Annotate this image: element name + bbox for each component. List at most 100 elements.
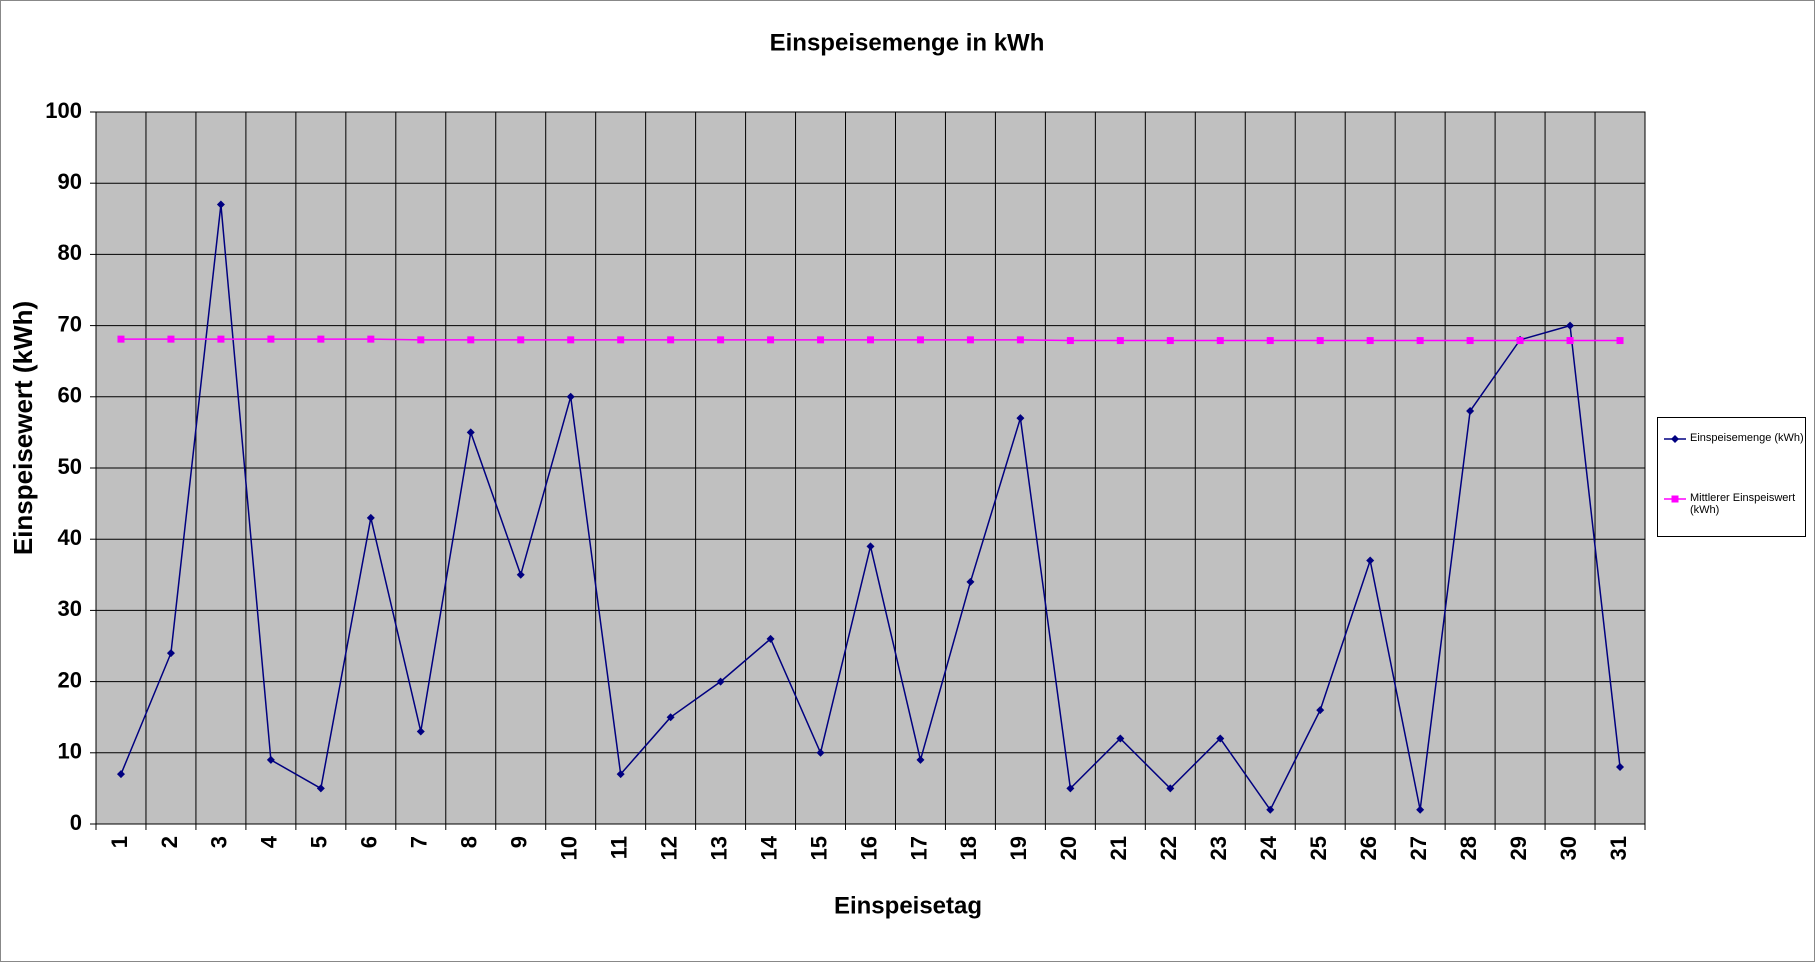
point (1416, 337, 1424, 345)
y-tick-label: 10 (58, 739, 82, 764)
point (767, 336, 775, 344)
point (866, 542, 875, 551)
point (166, 649, 175, 658)
legend-marker (1671, 435, 1679, 443)
point (766, 634, 775, 643)
point (1566, 321, 1575, 330)
point (1566, 337, 1574, 345)
x-tick-label: 16 (856, 836, 881, 860)
chart-title: Einspeisemenge in kWh (770, 29, 1045, 56)
point (516, 570, 525, 579)
point (1266, 337, 1274, 345)
point (916, 336, 924, 344)
x-tick-label: 24 (1256, 835, 1281, 860)
point (466, 428, 475, 437)
point (1366, 337, 1374, 345)
point (417, 336, 425, 344)
x-tick-label: 17 (906, 836, 931, 860)
x-tick-label: 30 (1556, 836, 1581, 860)
x-tick-label: 18 (956, 836, 981, 860)
x-tick-label: 26 (1356, 836, 1381, 860)
y-tick-label: 90 (58, 169, 82, 194)
point (717, 336, 725, 344)
point (1366, 556, 1375, 565)
x-tick-label: 22 (1156, 836, 1181, 860)
point (916, 755, 925, 764)
point (117, 335, 125, 343)
x-tick-label: 6 (357, 836, 382, 848)
x-tick-label: 2 (157, 836, 182, 848)
x-tick-label: 19 (1006, 836, 1031, 860)
x-tick-label: 8 (457, 836, 482, 848)
legend-item: Mittlerer Einspeiswert (kWh) (1664, 492, 1804, 516)
point (1516, 337, 1524, 345)
point (1066, 337, 1074, 345)
point (266, 755, 275, 764)
point (817, 336, 825, 344)
x-tick-label: 23 (1206, 836, 1231, 860)
point (1316, 337, 1324, 345)
point (566, 392, 575, 401)
x-tick-label: 10 (557, 836, 582, 860)
point (1116, 734, 1125, 743)
x-tick-label: 4 (257, 835, 282, 848)
point (167, 335, 175, 343)
x-tick-label: 9 (507, 836, 532, 848)
point (816, 748, 825, 757)
y-tick-label: 30 (58, 596, 82, 621)
y-tick-label: 0 (70, 810, 82, 835)
legend-swatch (1664, 495, 1686, 503)
y-tick-label: 60 (58, 383, 82, 408)
x-tick-label: 14 (756, 835, 781, 860)
x-axis-title: Einspeisetag (834, 892, 982, 919)
point (1316, 706, 1325, 715)
legend-swatch (1664, 435, 1686, 443)
point (667, 336, 675, 344)
point (367, 335, 375, 343)
point (1166, 337, 1174, 345)
x-tick-label: 7 (407, 836, 432, 848)
point (366, 513, 375, 522)
point (317, 335, 325, 343)
x-tick-label: 21 (1106, 836, 1131, 860)
point (267, 335, 275, 343)
x-tick-label: 20 (1056, 836, 1081, 860)
x-tick-label: 12 (656, 836, 681, 860)
point (617, 336, 625, 344)
x-tick-label: 11 (606, 836, 631, 859)
x-tick-label: 25 (1306, 836, 1331, 860)
point (316, 784, 325, 793)
point (716, 677, 725, 686)
legend-marker (1671, 495, 1679, 503)
point (567, 336, 575, 344)
legend-label: Einspeisemenge (kWh) (1690, 432, 1804, 444)
y-axis-title: Einspeisewert (kWh) (8, 301, 38, 555)
point (1016, 336, 1024, 344)
legend-item: Einspeisemenge (kWh) (1664, 432, 1804, 444)
x-tick-label: 28 (1456, 836, 1481, 860)
point (517, 336, 525, 344)
y-tick-label: 20 (58, 667, 82, 692)
x-tick-label: 27 (1406, 836, 1431, 860)
y-tick-label: 80 (58, 240, 82, 265)
point (1016, 414, 1025, 423)
point (966, 577, 975, 586)
legend-label: Mittlerer Einspeiswert (kWh) (1690, 492, 1796, 516)
point (1416, 805, 1425, 814)
point (1466, 337, 1474, 345)
point (867, 336, 874, 344)
point (616, 770, 625, 779)
point (1066, 784, 1075, 793)
point (1466, 407, 1475, 416)
point (217, 335, 225, 343)
x-tick-label: 31 (1606, 836, 1631, 860)
x-tick-label: 5 (307, 836, 332, 848)
point (1616, 337, 1624, 345)
y-tick-label: 40 (58, 525, 82, 550)
x-tick-label: 1 (107, 836, 132, 848)
point (1166, 784, 1175, 793)
point (1266, 805, 1275, 814)
x-tick-label: 13 (706, 836, 731, 860)
